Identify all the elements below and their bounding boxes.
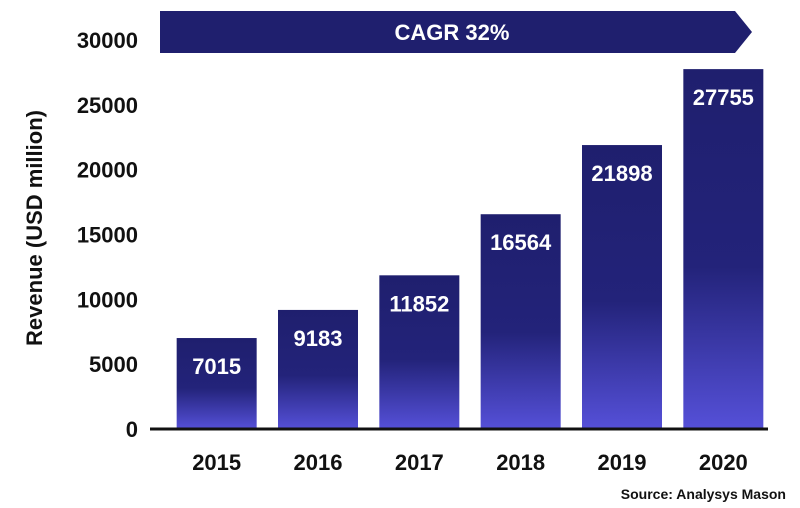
- y-tick-label: 20000: [77, 158, 138, 183]
- bar-2019: [582, 145, 662, 429]
- bar-value-label: 7015: [192, 354, 241, 379]
- bar-value-labels: 7015 9183 11852 16564 21898 27755: [192, 85, 754, 379]
- bar-value-label: 16564: [490, 230, 552, 255]
- bar-2016: [278, 309, 358, 429]
- y-tick-label: 5000: [89, 352, 138, 377]
- bars: [176, 69, 764, 429]
- bar-2015: [176, 338, 257, 429]
- source-note: Source: Analysys Mason: [621, 486, 786, 502]
- x-tick-label: 2015: [192, 450, 241, 475]
- x-tick-label: 2016: [294, 450, 343, 475]
- bar-value-label: 21898: [591, 161, 652, 186]
- y-tick-label: 0: [126, 417, 138, 442]
- y-axis-ticks: 0 5000 10000 15000 20000 25000 30000: [77, 28, 138, 442]
- bar-2017: [379, 275, 460, 429]
- x-tick-label: 2020: [699, 450, 748, 475]
- y-tick-label: 15000: [77, 223, 138, 248]
- y-tick-label: 10000: [77, 287, 138, 312]
- bar-2018: [480, 214, 561, 429]
- bar-value-label: 9183: [294, 326, 343, 351]
- cagr-banner-arrow: [160, 11, 752, 53]
- cagr-label: CAGR 32%: [395, 20, 510, 45]
- x-tick-label: 2017: [395, 450, 444, 475]
- x-axis-ticks: 2015 2016 2017 2018 2019 2020: [192, 450, 748, 475]
- y-tick-label: 30000: [77, 28, 138, 53]
- bar-2020: [683, 69, 764, 429]
- x-tick-label: 2018: [496, 450, 545, 475]
- bar-value-label: 11852: [389, 291, 449, 316]
- y-axis-label: Revenue (USD million): [22, 110, 47, 346]
- y-tick-label: 25000: [77, 93, 138, 118]
- bar-value-label: 27755: [693, 85, 754, 110]
- x-tick-label: 2019: [598, 450, 647, 475]
